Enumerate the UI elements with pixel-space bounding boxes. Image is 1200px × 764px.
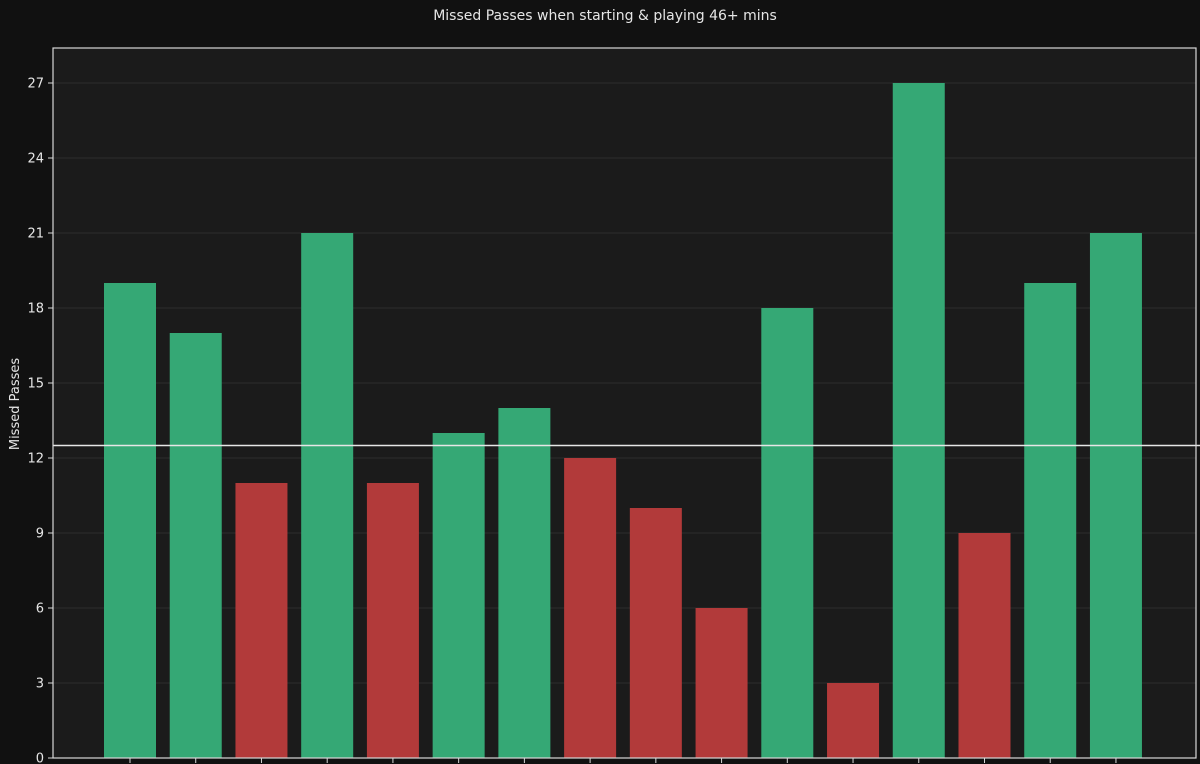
y-tick-label: 15 <box>27 377 44 392</box>
chart-title: Missed Passes when starting & playing 46… <box>433 8 777 24</box>
y-tick-label: 27 <box>27 77 44 92</box>
bar-13 <box>892 83 945 758</box>
y-axis-label: Missed Passes <box>8 358 23 451</box>
bar-4 <box>301 233 354 758</box>
plot-frame <box>52 47 1197 759</box>
bar-15 <box>1024 283 1077 758</box>
bar-16 <box>1089 233 1142 758</box>
bar-1 <box>104 283 156 758</box>
bar-6 <box>432 433 485 758</box>
y-tick-label: 24 <box>27 152 44 167</box>
y-tick-label: 21 <box>27 227 44 242</box>
bar-3 <box>235 483 288 758</box>
bar-14 <box>958 533 1011 758</box>
y-tick-label: 6 <box>36 602 44 617</box>
bar-2 <box>169 333 222 758</box>
y-tick-label: 18 <box>27 302 44 317</box>
bar-5 <box>366 483 419 758</box>
y-tick-label: 12 <box>27 452 44 467</box>
bar-7 <box>498 408 551 758</box>
y-tick-label: 3 <box>36 677 44 692</box>
bar-11 <box>761 308 814 758</box>
bar-12 <box>827 683 880 758</box>
bar-8 <box>564 458 617 758</box>
plot-area: 0 3 6 9 12 15 18 21 24 27 <box>27 47 1200 764</box>
y-tick-label: 0 <box>36 752 44 764</box>
y-tick-label: 9 <box>36 527 44 542</box>
bar-10 <box>695 608 748 758</box>
bar-9 <box>629 508 682 758</box>
